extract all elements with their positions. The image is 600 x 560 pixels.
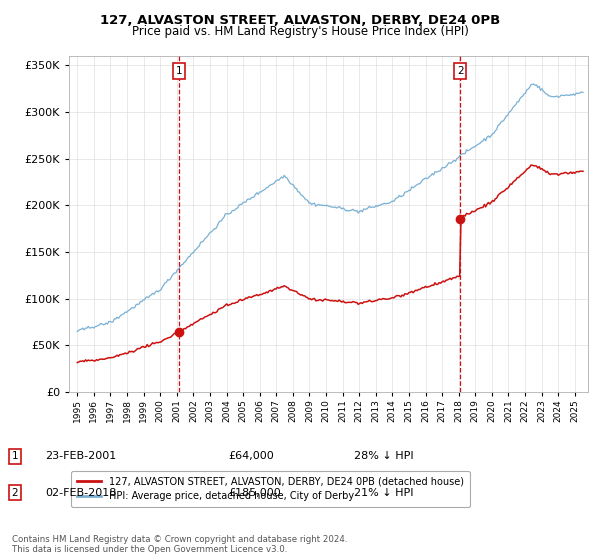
Text: 21% ↓ HPI: 21% ↓ HPI [354,488,413,498]
Text: 2: 2 [11,488,19,498]
Text: Contains HM Land Registry data © Crown copyright and database right 2024.
This d: Contains HM Land Registry data © Crown c… [12,535,347,554]
Text: 127, ALVASTON STREET, ALVASTON, DERBY, DE24 0PB: 127, ALVASTON STREET, ALVASTON, DERBY, D… [100,14,500,27]
Text: 02-FEB-2018: 02-FEB-2018 [45,488,116,498]
Text: 1: 1 [11,451,19,461]
Text: 2: 2 [457,66,463,76]
Text: 1: 1 [176,66,182,76]
Text: 28% ↓ HPI: 28% ↓ HPI [354,451,413,461]
Text: Price paid vs. HM Land Registry's House Price Index (HPI): Price paid vs. HM Land Registry's House … [131,25,469,38]
Text: £64,000: £64,000 [228,451,274,461]
Text: £185,000: £185,000 [228,488,281,498]
Legend: 127, ALVASTON STREET, ALVASTON, DERBY, DE24 0PB (detached house), HPI: Average p: 127, ALVASTON STREET, ALVASTON, DERBY, D… [71,471,470,507]
Text: 23-FEB-2001: 23-FEB-2001 [45,451,116,461]
